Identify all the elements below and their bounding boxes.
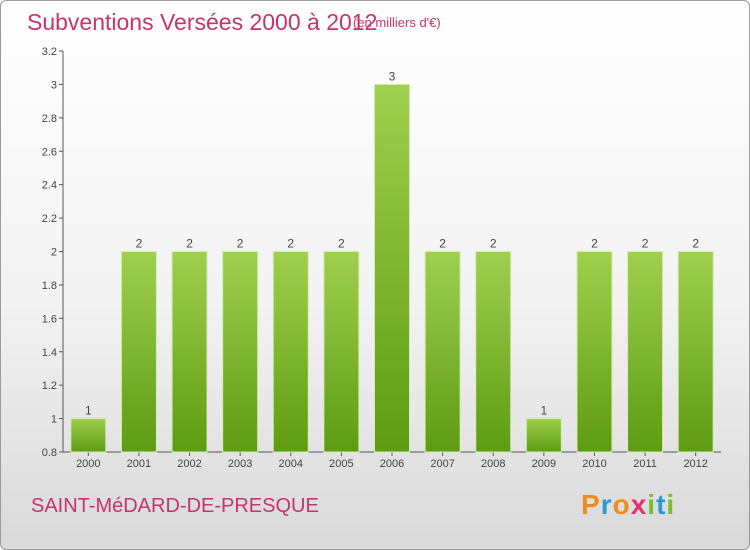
y-tick-label: 2.4 [42,180,57,192]
proxiti-logo: Proxiti [581,489,675,521]
y-tick-label: 1.6 [42,313,57,325]
bar [120,251,157,453]
bar [627,251,664,453]
bar [171,251,208,453]
bar [424,251,461,453]
bar [272,251,309,453]
bar [70,418,107,453]
data-label: 3 [389,69,396,83]
bars [70,83,714,453]
x-tick-label: 2003 [228,458,252,470]
data-label: 2 [642,237,649,251]
y-tick-label: 3.2 [42,46,57,58]
x-tick-label: 2005 [329,458,353,470]
y-tick-label: 3 [51,79,57,91]
y-tick-label: 0.8 [42,447,57,459]
y-tick-label: 2.8 [42,113,57,125]
logo-letter: o [612,489,631,520]
labels: 1 2 2 2 2 2 3 2 2 1 2 2 2 [85,69,699,417]
data-label: 2 [338,237,345,251]
x-tick-label: 2008 [481,458,505,470]
x-tick-label: 2010 [582,458,606,470]
x-tick-label: 2000 [76,458,100,470]
data-label: 2 [591,237,598,251]
logo-letter: r [600,489,613,520]
commune-name: SAINT-MéDARD-DE-PRESQUE [31,495,319,517]
y-tick-label: 1.4 [42,347,57,359]
x-tick-label: 2011 [633,458,657,470]
chart-unit: (en milliers d'€) [353,15,441,30]
data-label: 2 [136,237,143,251]
bar [374,83,410,453]
data-label: 1 [541,404,548,418]
logo-letter: i [647,489,657,520]
bar [222,251,259,453]
logo-letter: i [666,489,676,520]
data-label: 2 [439,237,446,251]
y-tick-label: 1.2 [42,380,57,392]
bar [323,251,360,453]
data-label: 2 [186,237,193,251]
x-tick-label: 2004 [279,458,303,470]
bar [525,418,562,453]
y-tick-label: 2.6 [42,146,57,158]
data-label: 1 [85,404,92,418]
y-tick-label: 1 [51,414,57,426]
data-label: 2 [287,237,294,251]
x-tick-label: 2002 [177,458,201,470]
bar [576,251,613,453]
x-tick-label: 2001 [127,458,151,470]
axes: 0.8 1 1.2 1.4 1.6 1.8 2 2.2 2.4 2.6 2.8 3 3.2 2000 200… [42,46,721,470]
bar [677,251,714,453]
logo-letter: P [581,489,601,520]
chart-title: Subventions Versées 2000 à 2012 [27,9,378,35]
y-tick-label: 2.2 [42,213,57,225]
data-label: 2 [490,237,497,251]
x-tick-label: 2012 [683,458,707,470]
x-tick-label: 2009 [532,458,556,470]
y-tick-label: 2 [51,247,57,259]
data-label: 2 [237,237,244,251]
x-tick-label: 2007 [430,458,454,470]
bar [475,251,512,453]
y-tick-label: 1.8 [42,280,57,292]
data-label: 2 [692,237,699,251]
logo-letter: x [630,489,648,520]
x-tick-label: 2006 [380,458,404,470]
logo-letter: t [656,489,667,520]
